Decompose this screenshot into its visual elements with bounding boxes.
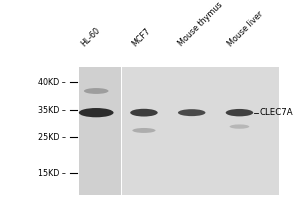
Text: 40KD –: 40KD – bbox=[38, 78, 66, 87]
Ellipse shape bbox=[132, 128, 155, 133]
Ellipse shape bbox=[84, 88, 109, 94]
Text: 25KD –: 25KD – bbox=[38, 133, 66, 142]
Text: MCF7: MCF7 bbox=[130, 26, 152, 48]
Ellipse shape bbox=[178, 109, 206, 116]
Bar bbox=[122, 67, 278, 195]
Text: Mouse thymus: Mouse thymus bbox=[177, 1, 224, 48]
Ellipse shape bbox=[130, 109, 158, 117]
Text: 35KD –: 35KD – bbox=[38, 106, 66, 115]
Ellipse shape bbox=[79, 108, 114, 117]
Ellipse shape bbox=[230, 124, 249, 129]
Text: HL-60: HL-60 bbox=[80, 26, 102, 48]
Ellipse shape bbox=[226, 109, 253, 116]
Text: Mouse liver: Mouse liver bbox=[226, 9, 265, 48]
Bar bbox=[79, 67, 121, 195]
Text: 15KD –: 15KD – bbox=[38, 169, 66, 178]
Text: CLEC7A: CLEC7A bbox=[260, 108, 293, 117]
